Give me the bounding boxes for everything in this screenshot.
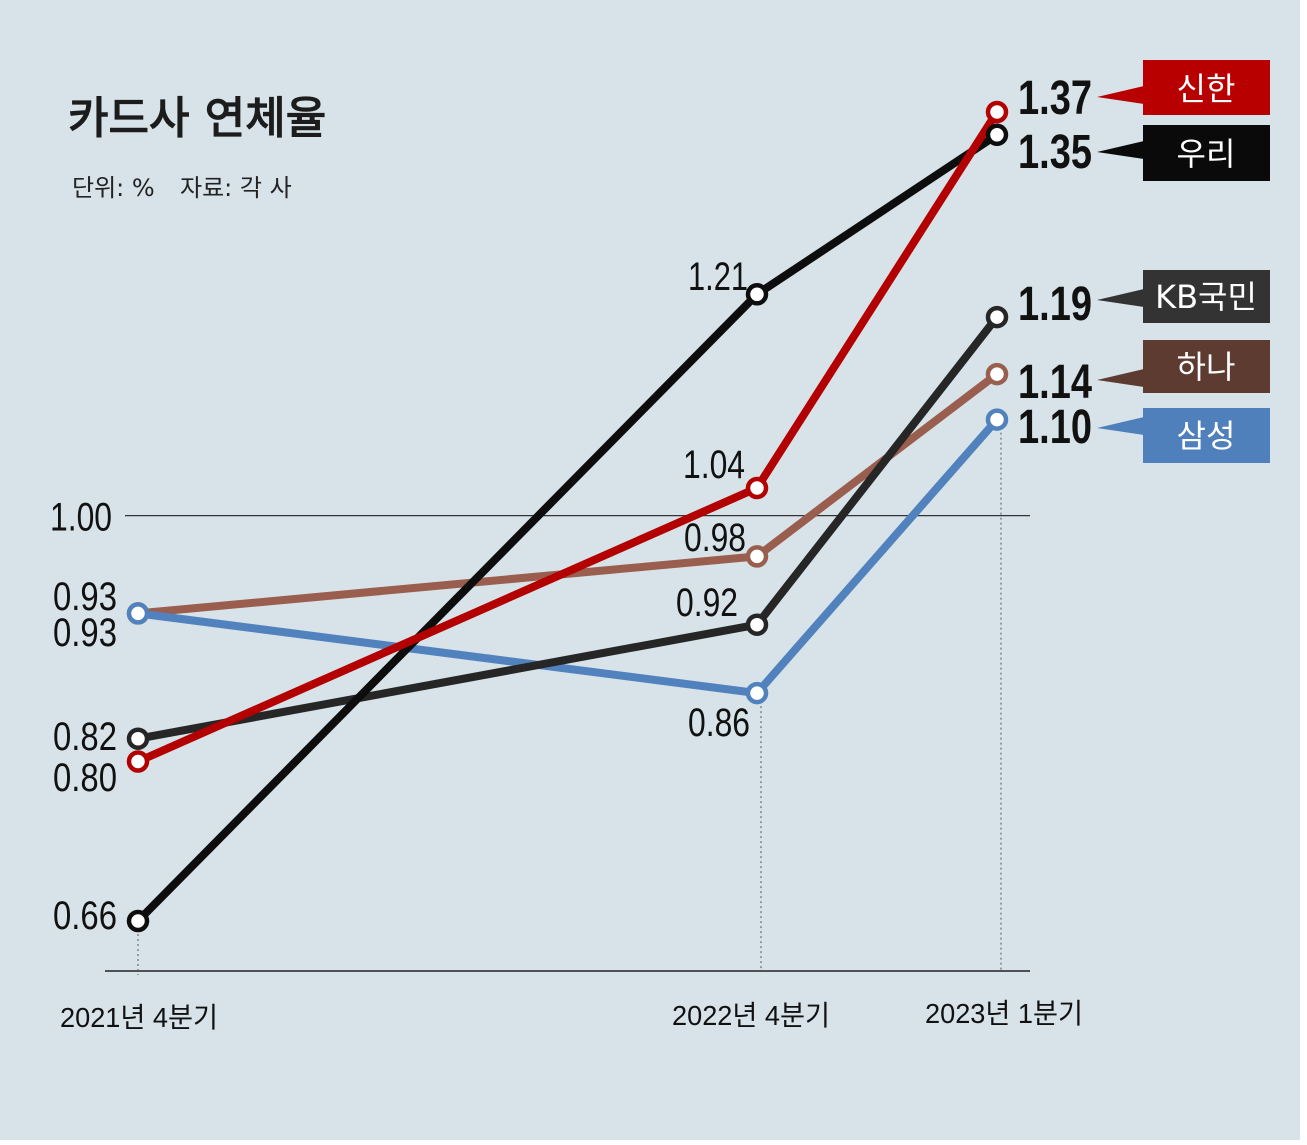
data-point-samsung: [985, 408, 1009, 431]
data-point-woori: [126, 909, 150, 933]
legend-label: 삼성: [1177, 417, 1236, 455]
data-points: [126, 100, 1009, 933]
data-point-samsung: [126, 602, 150, 625]
data-point-kb-kookmin: [985, 305, 1009, 329]
data-label-shinhan: 0.80: [53, 756, 117, 800]
legend-pointer: [1097, 289, 1144, 307]
data-label-hana: 0.93: [53, 575, 117, 619]
dashed-guides: [137, 432, 1002, 975]
data-label-shinhan: 1.04: [683, 443, 745, 487]
data-point-hana: [745, 545, 769, 568]
data-label-kb-kookmin: 0.92: [676, 581, 738, 625]
x-tick-label: 2022년 4분기: [672, 1000, 830, 1031]
data-point-woori: [745, 283, 769, 306]
legend-pointer: [1097, 417, 1144, 435]
legend-label: 신한: [1177, 70, 1236, 108]
legend-swatch: [1143, 125, 1270, 181]
legend-swatch: [1143, 60, 1270, 115]
data-point-kb-kookmin: [745, 613, 769, 636]
legend-item-samsung: 삼성: [1097, 408, 1270, 463]
data-label-samsung: 0.86: [688, 701, 750, 745]
data-point-woori: [985, 123, 1009, 147]
x-tick-labels: 2021년 4분기 2022년 4분기 2023년 1분기: [60, 998, 1083, 1033]
legend-item-kb-kookmin: KB국민: [1097, 270, 1270, 323]
data-label-woori: 1.35: [1018, 126, 1092, 179]
data-label-shinhan: 1.37: [1018, 72, 1092, 125]
legend-label: 하나: [1177, 348, 1236, 386]
data-label-hana: 0.98: [684, 516, 746, 560]
legend-swatch: [1143, 340, 1270, 393]
data-label-woori: 1.21: [688, 255, 748, 299]
data-label-woori: 0.66: [53, 894, 117, 938]
legend-pointer: [1097, 141, 1144, 159]
source-label: 자료: 각 사: [180, 174, 292, 202]
legend-label: KB국민: [1155, 278, 1257, 316]
data-labels: 0.80 1.04 1.37 0.66 1.21 1.35 0.82 0.92 1.19 0.93…: [53, 72, 1092, 938]
data-point-samsung: [745, 681, 769, 705]
legend-item-woori: 우리: [1097, 125, 1270, 181]
legend-swatch: [1143, 270, 1270, 323]
data-point-shinhan: [985, 100, 1009, 124]
legend-item-shinhan: 신한: [1097, 60, 1270, 115]
legend-swatch: [1143, 408, 1270, 463]
reference-line-label: 1.00: [50, 496, 112, 540]
data-label-kb-kookmin: 0.82: [53, 715, 117, 759]
data-label-kb-kookmin: 1.19: [1018, 278, 1092, 331]
chart-title: 카드사 연체율: [68, 93, 326, 144]
legend-pointer: [1097, 369, 1144, 387]
legend-item-hana: 하나: [1097, 340, 1270, 393]
data-point-hana: [985, 362, 1009, 386]
data-point-kb-kookmin: [126, 727, 150, 750]
data-point-shinhan: [126, 750, 150, 773]
x-tick-label: 2021년 4분기: [60, 1002, 218, 1033]
data-label-samsung: 0.93: [53, 611, 117, 655]
unit-label: 단위: %: [72, 174, 155, 202]
legend-pointer: [1097, 86, 1144, 104]
data-point-shinhan: [745, 476, 769, 500]
x-tick-label: 2023년 1분기: [925, 998, 1083, 1029]
legend-label: 우리: [1177, 135, 1236, 173]
data-label-hana: 1.14: [1018, 356, 1092, 409]
data-label-samsung: 1.10: [1018, 401, 1092, 454]
